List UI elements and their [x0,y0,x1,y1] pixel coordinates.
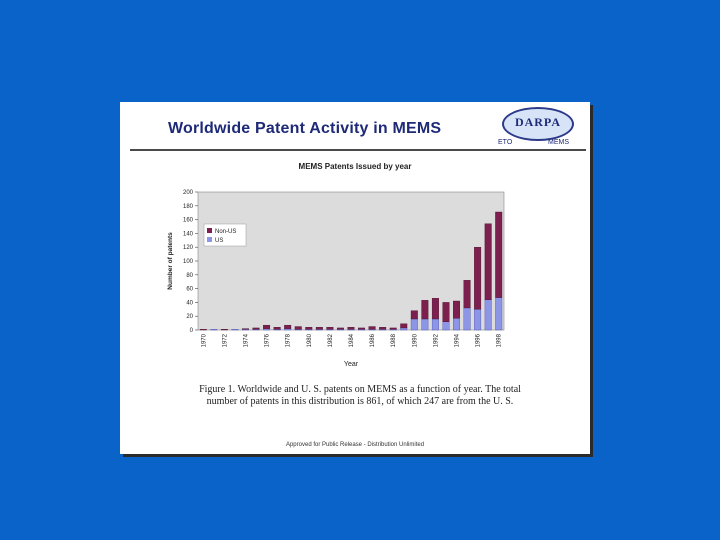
bar-us [431,318,439,331]
bar-us [495,297,503,331]
bar-non-us [474,247,482,310]
bar-us [210,329,218,331]
y-tick-label: 40 [186,300,193,306]
y-tick-label: 140 [183,231,194,237]
bar-non-us [326,327,334,330]
x-tick-label: 1980 [307,333,313,347]
bar-non-us [347,327,355,330]
bar-non-us [358,327,366,330]
bar-non-us [242,328,249,330]
x-tick-label: 1970 [201,333,207,347]
y-tick-label: 160 [183,218,194,224]
bar-non-us [315,327,323,330]
logo-right-label: MEMS [548,139,569,146]
bar-us [453,318,460,331]
bar-us [442,321,450,331]
bar-non-us [442,302,450,322]
bar-non-us [199,329,207,331]
bar-us [263,328,271,331]
x-tick-label: 1990 [412,333,418,347]
logo-text: DARPA [514,115,562,129]
bar-non-us [368,326,376,330]
plot-area [197,191,505,331]
chart-title: MEMS Patents Issued by year [298,162,412,171]
bar-non-us [389,327,397,330]
x-tick-label: 1972 [222,333,228,347]
bar-non-us [495,211,503,298]
bar-us [421,318,429,331]
y-tick-label: 200 [183,190,194,196]
x-tick-label: 1994 [455,333,461,347]
bar-us [284,328,292,331]
figure-caption: Figure 1. Worldwide and U. S. patents on… [170,384,550,408]
bar-us [410,318,418,331]
bar-non-us [294,326,302,330]
legend-box [203,223,247,247]
bar-non-us [379,327,387,330]
darpa-logo: DARPA [502,107,574,141]
bar-us [463,307,471,331]
bar-non-us [305,327,313,330]
bar-us [484,299,492,331]
y-tick-label: 20 [186,314,193,320]
bar-non-us [453,300,460,319]
y-tick-label: 180 [183,204,194,210]
bar-non-us [421,300,429,320]
y-tick-label: 100 [183,259,194,265]
x-tick-label: 1992 [433,333,439,347]
x-tick-label: 1976 [265,333,271,347]
x-tick-label: 1974 [243,333,249,347]
bar-non-us [431,298,439,320]
bar-us [231,329,239,331]
bar-us [400,327,408,331]
legend-label-us: US [215,238,223,244]
bar-non-us [263,324,271,329]
x-tick-label: 1988 [391,333,397,347]
x-tick-label: 1998 [497,333,503,347]
bar-non-us [410,310,418,320]
bar-non-us [273,327,281,330]
legend-label-non-us: Non-US [215,229,236,235]
bar-non-us [400,323,408,329]
slide: Worldwide Patent Activity in MEMS DARPA … [120,102,590,454]
slide-title: Worldwide Patent Activity in MEMS [168,120,442,137]
distribution-footer: Approved for Public Release - Distributi… [285,442,425,448]
x-tick-label: 1986 [370,333,376,347]
bar-us [474,309,482,331]
y-tick-label: 80 [186,273,193,279]
x-axis-label: Year [344,361,359,368]
y-tick-label: 60 [186,287,193,293]
legend-swatch-us [207,237,212,242]
x-tick-label: 1984 [349,333,355,347]
logo-left-label: ETO [498,139,513,146]
legend-swatch-non-us [207,228,212,233]
bar-non-us [336,327,344,330]
x-tick-label: 1996 [476,333,482,347]
bar-non-us [463,280,471,309]
x-tick-label: 1978 [286,333,292,347]
bar-non-us [484,223,492,300]
y-tick-label: 120 [183,245,194,251]
header-divider [130,149,586,151]
y-tick-label: 0 [190,328,194,334]
caption-line-2: number of patents in this distribution i… [206,396,514,407]
bar-non-us [220,329,228,331]
y-axis-label: Number of patents [167,232,174,290]
bar-non-us [252,327,260,330]
x-tick-label: 1982 [328,333,334,347]
bar-non-us [284,324,292,329]
patent-bar-chart: 0 20 40 60 80 100 120 140 160 180 200 1970 1972 1974 1… [167,190,505,368]
caption-line-1: Figure 1. Worldwide and U. S. patents on… [199,384,521,395]
